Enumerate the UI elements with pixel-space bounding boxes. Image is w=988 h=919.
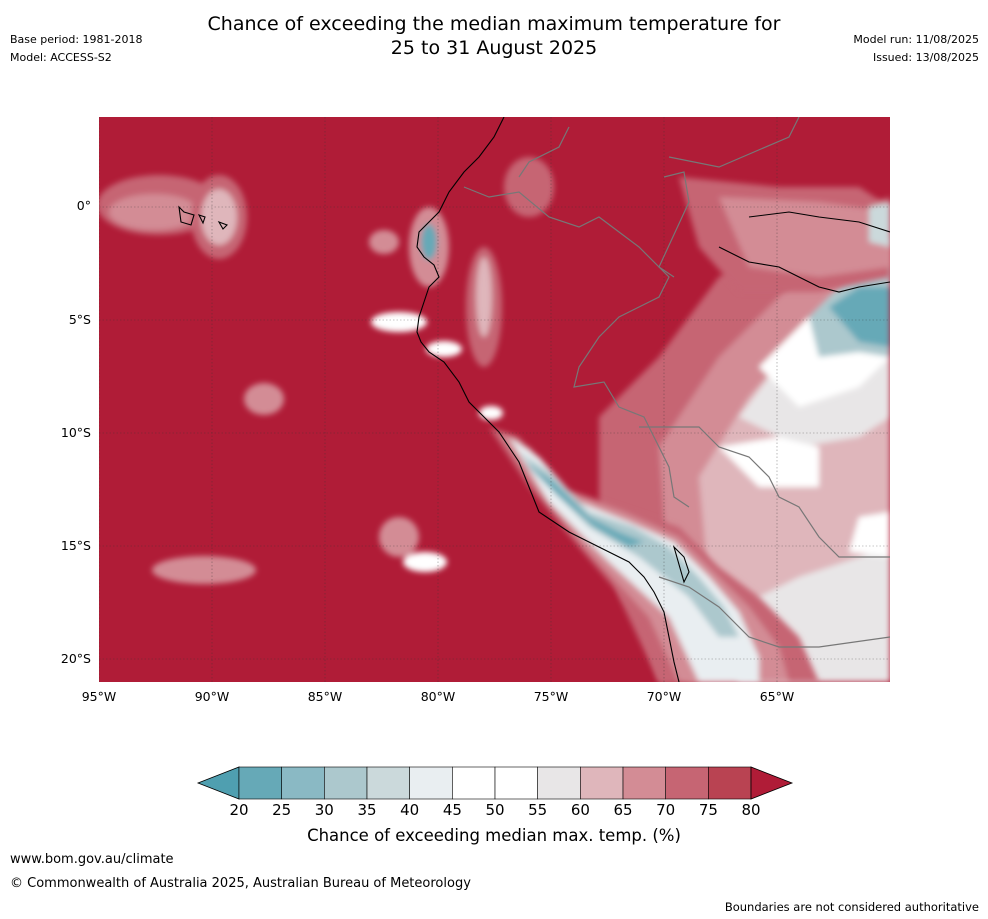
- lon-label-90w: 90°W: [194, 689, 230, 704]
- colorbar-cell: [708, 766, 752, 800]
- lat-label-10s: 10°S: [60, 425, 91, 440]
- lat-label-0: 0°: [76, 198, 91, 213]
- colorbar-cell: [324, 766, 368, 800]
- footer-disclaimer: Boundaries are not considered authoritat…: [724, 900, 979, 914]
- colorbar-tick-label: 45: [442, 801, 462, 819]
- colorbar-tick-label: 55: [528, 801, 548, 819]
- lon-label-70w: 70°W: [646, 689, 682, 704]
- colorbar-cell: [366, 766, 410, 800]
- issued-date: Issued: 13/08/2025: [872, 51, 979, 64]
- colorbar-tick-label: 75: [698, 801, 718, 819]
- footer-url[interactable]: www.bom.gov.au/climate: [10, 852, 174, 867]
- colorbar-tick-label: 40: [400, 801, 420, 819]
- colorbar-cell: [281, 766, 325, 800]
- colorbar-tick-label: 50: [485, 801, 505, 819]
- probability-map: [99, 117, 890, 682]
- lat-label-20s: 20°S: [60, 651, 91, 666]
- upper-interior-field: [679, 177, 890, 292]
- colorbar-cell: [409, 766, 453, 800]
- ocean-blobs: [99, 157, 554, 584]
- lon-label-95w: 95°W: [81, 689, 117, 704]
- coastlines: [178, 117, 890, 682]
- colorbar-tick-label: 60: [570, 801, 590, 819]
- map-title: Chance of exceeding the median maximum t…: [0, 12, 988, 60]
- colorbar: [196, 766, 794, 800]
- colorbar-cell: [494, 766, 538, 800]
- lon-label-75w: 75°W: [533, 689, 569, 704]
- colorbar-over-arrow: [750, 766, 794, 800]
- colorbar-tick-label: 65: [613, 801, 633, 819]
- meta-left: Base period: 1981-2018 Model: ACCESS-S2: [10, 31, 142, 67]
- lat-label-15s: 15°S: [60, 538, 91, 553]
- footer-copyright: © Commonwealth of Australia 2025, Austra…: [10, 876, 471, 891]
- lon-label-80w: 80°W: [420, 689, 456, 704]
- colorbar-label: Chance of exceeding median max. temp. (%…: [307, 826, 681, 845]
- lat-label-5s: 5°S: [68, 312, 91, 327]
- lon-label-65w: 65°W: [759, 689, 795, 704]
- colorbar-cell: [452, 766, 496, 800]
- graticule: [99, 117, 890, 682]
- colorbar-under-arrow: [196, 766, 240, 800]
- model-name: Model: ACCESS-S2: [10, 51, 112, 64]
- colorbar-tick-label: 20: [229, 801, 249, 819]
- meta-right: Model run: 11/08/2025 Issued: 13/08/2025: [853, 31, 979, 67]
- lon-label-85w: 85°W: [307, 689, 343, 704]
- colorbar-cells: [238, 766, 752, 800]
- colorbar-tick-label: 30: [314, 801, 334, 819]
- colorbar-cell: [238, 766, 282, 800]
- colorbar-tick-label: 80: [741, 801, 761, 819]
- country-borders: [463, 117, 890, 648]
- colorbar-cell: [665, 766, 709, 800]
- model-run: Model run: 11/08/2025: [853, 33, 979, 46]
- colorbar-tick-label: 35: [357, 801, 377, 819]
- colorbar-cell: [537, 766, 581, 800]
- colorbar-cell: [580, 766, 624, 800]
- colorbar-cell: [622, 766, 666, 800]
- title-line-2: 25 to 31 August 2025: [390, 37, 598, 59]
- colorbar-tick-label: 70: [656, 801, 676, 819]
- coastal-probability-field: [489, 427, 819, 682]
- title-line-1: Chance of exceeding the median maximum t…: [207, 13, 781, 35]
- colorbar-tick-label: 25: [272, 801, 292, 819]
- base-period: Base period: 1981-2018: [10, 33, 143, 46]
